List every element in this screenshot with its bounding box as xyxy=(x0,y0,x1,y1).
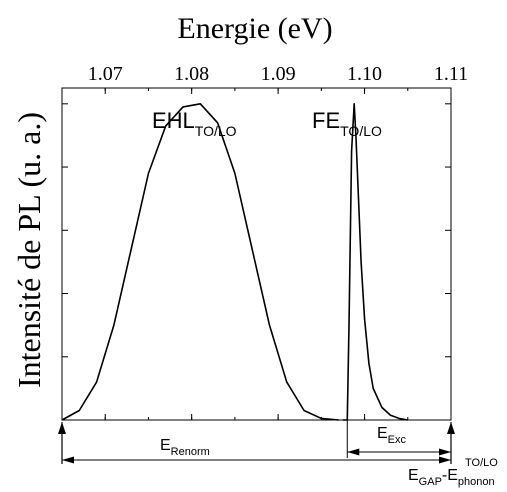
data-point xyxy=(303,409,305,412)
series-line-1 xyxy=(61,103,339,421)
arrow-head xyxy=(439,456,451,464)
series-line-2 xyxy=(342,103,408,421)
annotation-e-renorm: ERenorm xyxy=(160,437,210,458)
y-axis-title: Intensité de PL (u. a.) xyxy=(11,112,47,388)
data-point xyxy=(147,172,150,174)
x-tick-label: 1.08 xyxy=(174,63,209,85)
data-point xyxy=(113,324,115,326)
data-point xyxy=(338,419,340,421)
annotation-e-gap-phonon: EGAP-Ephonon xyxy=(408,467,495,488)
annotation-e-gap-main: E xyxy=(408,467,419,484)
data-point xyxy=(165,125,167,127)
annotation-fe-main: FE xyxy=(312,108,340,133)
arrow-head xyxy=(58,422,66,434)
data-point xyxy=(350,150,353,152)
data-point xyxy=(78,409,80,412)
x-tick-label: 1.09 xyxy=(261,63,296,85)
data-point xyxy=(199,103,201,105)
annotation-e-phonon-sub: phonon xyxy=(458,476,495,488)
annotation-e-phonon-main: E xyxy=(447,467,458,484)
annotation-ehl-sub: TO/LO xyxy=(195,123,237,139)
energy-arrows xyxy=(58,420,455,464)
annotation-fe-sub: TO/LO xyxy=(340,123,382,139)
data-point xyxy=(320,417,322,420)
data-point xyxy=(217,122,219,124)
data-point xyxy=(355,134,357,137)
plot-frame xyxy=(61,87,452,421)
data-point xyxy=(363,318,366,320)
annotation-e-exc-main: E xyxy=(377,425,388,442)
plot-border xyxy=(61,87,452,421)
data-point xyxy=(286,381,288,383)
data-point xyxy=(234,172,236,174)
annotation-e-phonon-sup: TO/LO xyxy=(465,457,498,469)
data-point xyxy=(95,381,98,383)
data-point xyxy=(389,414,392,416)
data-point xyxy=(251,248,253,250)
annotation-fe: FETO/LO xyxy=(312,108,382,139)
data-point xyxy=(182,106,184,108)
data-point xyxy=(342,419,344,421)
data-point xyxy=(61,419,63,421)
x-tick-label: 1.10 xyxy=(347,63,382,85)
data-point xyxy=(372,387,374,389)
x-tick-label: 1.11 xyxy=(434,63,468,85)
data-point xyxy=(398,417,400,420)
data-point xyxy=(368,362,370,364)
data-point xyxy=(348,324,350,326)
annotation-ehl-main: EHL xyxy=(152,108,195,133)
data-point xyxy=(407,419,409,421)
annotation-e-exc-sub: Exc xyxy=(388,434,407,446)
data-point xyxy=(130,248,132,250)
data-point xyxy=(357,198,360,200)
data-point xyxy=(381,406,383,408)
x-tick-label: 1.07 xyxy=(88,63,123,85)
annotation-e-exc: EExc xyxy=(377,425,407,446)
data-point xyxy=(360,261,362,263)
series-layer xyxy=(61,103,409,421)
annotation-e-gap-op: - xyxy=(442,467,447,484)
x-tick-labels: 1.07 1.08 1.09 1.10 1.11 xyxy=(88,63,468,85)
x-axis-title: Energie (eV) xyxy=(177,12,332,45)
arrow-head xyxy=(347,448,360,456)
annotation-ehl: EHLTO/LO xyxy=(152,108,237,139)
data-point xyxy=(353,103,355,105)
arrow-head xyxy=(439,448,451,456)
data-point xyxy=(268,324,271,326)
annotation-e-renorm-sub: Renorm xyxy=(171,446,210,458)
annotation-e-gap-sub: GAP xyxy=(419,476,442,488)
annotation-e-renorm-main: E xyxy=(160,437,171,454)
arrow-head xyxy=(62,456,74,464)
arrow-head xyxy=(447,422,455,434)
